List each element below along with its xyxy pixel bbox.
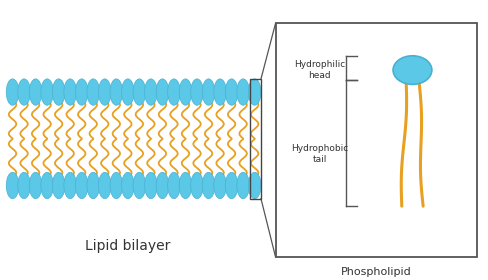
Ellipse shape: [29, 172, 42, 199]
Ellipse shape: [214, 172, 226, 199]
Ellipse shape: [179, 172, 192, 199]
Ellipse shape: [76, 172, 88, 199]
Ellipse shape: [29, 79, 42, 105]
Ellipse shape: [168, 172, 180, 199]
Ellipse shape: [225, 172, 238, 199]
Ellipse shape: [110, 79, 122, 105]
Ellipse shape: [202, 79, 215, 105]
Ellipse shape: [18, 172, 30, 199]
Ellipse shape: [237, 172, 249, 199]
Bar: [276, 23, 477, 257]
Text: Hydrophobic
tail: Hydrophobic tail: [291, 144, 348, 164]
Ellipse shape: [6, 79, 19, 105]
Ellipse shape: [64, 79, 77, 105]
Ellipse shape: [133, 79, 146, 105]
Ellipse shape: [52, 79, 65, 105]
Ellipse shape: [133, 172, 146, 199]
Ellipse shape: [248, 172, 261, 199]
Ellipse shape: [99, 79, 111, 105]
Ellipse shape: [76, 79, 88, 105]
Ellipse shape: [87, 79, 100, 105]
Ellipse shape: [99, 172, 111, 199]
Text: Hydrophilic
head: Hydrophilic head: [294, 60, 346, 80]
Ellipse shape: [191, 79, 203, 105]
Ellipse shape: [144, 79, 157, 105]
Text: Phospholipid: Phospholipid: [341, 267, 411, 277]
Ellipse shape: [202, 172, 215, 199]
Ellipse shape: [41, 79, 54, 105]
Ellipse shape: [18, 79, 30, 105]
Ellipse shape: [110, 172, 122, 199]
Ellipse shape: [168, 79, 180, 105]
Ellipse shape: [179, 79, 192, 105]
Ellipse shape: [156, 79, 169, 105]
Ellipse shape: [64, 172, 77, 199]
Ellipse shape: [122, 79, 134, 105]
Ellipse shape: [191, 172, 203, 199]
Text: Lipid bilayer: Lipid bilayer: [85, 239, 170, 253]
Ellipse shape: [237, 79, 249, 105]
Bar: [250, 79, 261, 199]
Ellipse shape: [156, 172, 169, 199]
Ellipse shape: [393, 56, 432, 84]
Ellipse shape: [225, 79, 238, 105]
Ellipse shape: [144, 172, 157, 199]
Ellipse shape: [87, 172, 100, 199]
Ellipse shape: [248, 79, 261, 105]
Ellipse shape: [122, 172, 134, 199]
Ellipse shape: [41, 172, 54, 199]
Ellipse shape: [6, 172, 19, 199]
Ellipse shape: [52, 172, 65, 199]
Ellipse shape: [214, 79, 226, 105]
